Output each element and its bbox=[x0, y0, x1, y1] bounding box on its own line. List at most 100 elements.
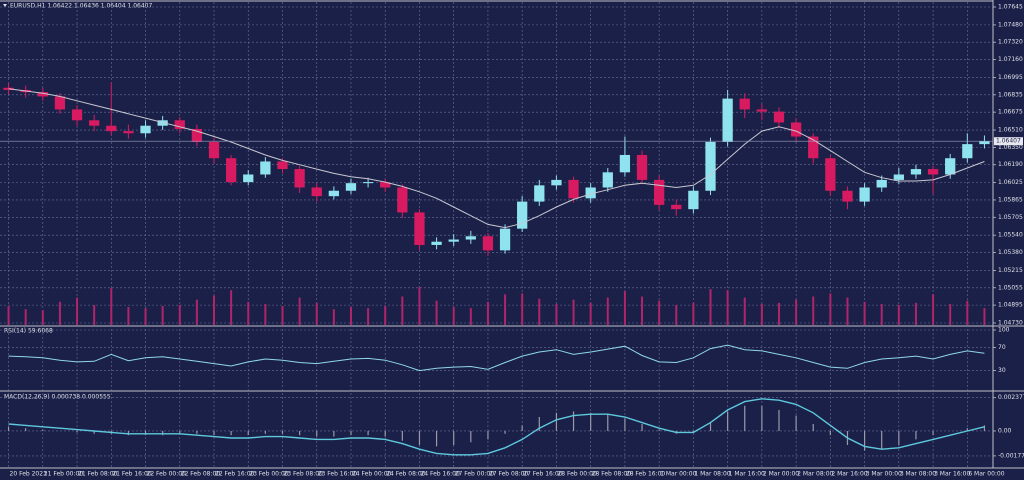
y-tick-label: 100 bbox=[998, 327, 1010, 334]
x-tick-label: 27 Feb 16:00 bbox=[523, 471, 563, 478]
candle-body bbox=[722, 98, 733, 142]
x-tick-label: 23 Feb 16:00 bbox=[318, 471, 358, 478]
x-tick-label: 24 Feb 16:00 bbox=[420, 471, 460, 478]
candle-body bbox=[54, 96, 66, 110]
y-tick-label: 1.06025 bbox=[998, 179, 1023, 186]
y-tick-label: 1.07480 bbox=[998, 21, 1023, 28]
x-tick-label: 28 Feb 00:00 bbox=[557, 471, 597, 478]
y-tick-label: 0.002377 bbox=[998, 394, 1024, 401]
candle-body bbox=[294, 169, 305, 188]
y-tick-label: 1.05540 bbox=[998, 232, 1023, 239]
candle-body bbox=[705, 141, 716, 191]
candle-body bbox=[517, 201, 528, 229]
x-tick-label: 2 Mar 16:00 bbox=[831, 471, 867, 478]
candle-body bbox=[448, 239, 459, 242]
candle-body bbox=[37, 92, 48, 97]
candle-body bbox=[225, 158, 237, 183]
candle-body bbox=[773, 111, 785, 123]
candle-body bbox=[688, 190, 699, 210]
x-tick-label: 6 Mar 00:00 bbox=[968, 471, 1004, 478]
y-tick-label: 1.04895 bbox=[998, 302, 1023, 309]
candle-body bbox=[790, 122, 802, 137]
candle-body bbox=[277, 161, 288, 170]
y-tick-label: 1.05865 bbox=[998, 196, 1023, 203]
candle-body bbox=[191, 128, 203, 142]
candle-body bbox=[328, 190, 339, 197]
candle-body bbox=[431, 241, 442, 245]
y-tick-label: 1.05705 bbox=[998, 214, 1023, 221]
candle-body bbox=[671, 204, 682, 210]
y-tick-label: 0.00 bbox=[998, 427, 1012, 434]
candle-body bbox=[3, 87, 14, 90]
y-tick-label: 30 bbox=[998, 367, 1006, 374]
y-tick-label: 1.06190 bbox=[998, 161, 1023, 168]
candle-body bbox=[534, 185, 545, 202]
x-tick-label: 1 Mar 00:00 bbox=[660, 471, 696, 478]
rsi-label: RSI(14) 59.6068 bbox=[4, 328, 53, 335]
candle-body bbox=[859, 187, 870, 202]
candle-body bbox=[380, 182, 391, 188]
y-tick-label: 1.05215 bbox=[998, 267, 1023, 274]
candle-body bbox=[876, 179, 887, 188]
candle-body bbox=[311, 187, 322, 197]
candle-body bbox=[106, 125, 117, 132]
moving-average bbox=[8, 88, 985, 229]
candle-body bbox=[551, 179, 562, 186]
candle-body bbox=[842, 190, 853, 202]
candle-body bbox=[808, 136, 819, 159]
x-tick-label: 1 Mar 08:00 bbox=[694, 471, 730, 478]
y-tick-label: 1.06835 bbox=[998, 91, 1023, 98]
candle-body bbox=[414, 212, 425, 245]
x-tick-label: 1 Mar 16:00 bbox=[729, 471, 765, 478]
x-tick-label: 24 Feb 00:00 bbox=[352, 471, 392, 478]
current-price-label: 1.06407 bbox=[996, 138, 1021, 145]
candle-body bbox=[825, 158, 836, 191]
candle-body bbox=[910, 169, 922, 175]
x-tick-label: 28 Feb 16:00 bbox=[626, 471, 666, 478]
candle-body bbox=[927, 169, 939, 175]
y-tick-label: 1.05055 bbox=[998, 284, 1023, 291]
header-icon bbox=[3, 4, 7, 7]
candle-body bbox=[739, 98, 750, 110]
y-tick-label: 1.07320 bbox=[998, 39, 1023, 46]
x-tick-label: 23 Feb 00:00 bbox=[249, 471, 289, 478]
x-tick-label: 22 Feb 16:00 bbox=[215, 471, 255, 478]
x-tick-label: 3 Mar 08:00 bbox=[900, 471, 936, 478]
candle-body bbox=[499, 228, 511, 251]
rsi-line bbox=[8, 344, 985, 372]
y-tick-label: 1.06995 bbox=[998, 74, 1023, 81]
current-price-box bbox=[994, 137, 1023, 146]
symbol-header: EURUSD,H1 1.06422 1.06436 1.06404 1.0640… bbox=[10, 3, 152, 10]
y-tick-label: 1.07160 bbox=[998, 56, 1023, 63]
candle-body bbox=[208, 141, 220, 159]
candle-body bbox=[962, 144, 973, 159]
candle-body bbox=[345, 183, 357, 191]
candle-body bbox=[140, 125, 151, 134]
y-tick-label: 1.06675 bbox=[998, 109, 1023, 116]
x-tick-label: 21 Feb 00:00 bbox=[44, 471, 84, 478]
candle-body bbox=[585, 187, 596, 199]
candle-body bbox=[482, 236, 494, 251]
candle-body bbox=[756, 109, 768, 112]
x-tick-label: 24 Feb 08:00 bbox=[386, 471, 426, 478]
y-tick-label: 1.07645 bbox=[998, 4, 1023, 11]
x-tick-label: 21 Feb 08:00 bbox=[78, 471, 118, 478]
candle-body bbox=[602, 172, 613, 188]
candle-body bbox=[568, 179, 579, 199]
y-tick-label: -0.001779 bbox=[998, 452, 1024, 459]
x-tick-label: 22 Feb 00:00 bbox=[147, 471, 187, 478]
x-tick-label: 2 Mar 08:00 bbox=[797, 471, 833, 478]
candle-body bbox=[636, 154, 648, 180]
candle-body bbox=[945, 158, 956, 175]
x-tick-label: 28 Feb 08:00 bbox=[592, 471, 632, 478]
x-tick-label: 20 Feb 2023 bbox=[10, 471, 48, 478]
x-tick-label: 27 Feb 08:00 bbox=[489, 471, 529, 478]
y-tick-label: 1.05380 bbox=[998, 249, 1023, 256]
macd-label: MACD(12,26,9) 0.000738 0.000555 bbox=[4, 394, 111, 401]
x-tick-label: 3 Mar 00:00 bbox=[866, 471, 902, 478]
x-tick-label: 21 Feb 16:00 bbox=[112, 471, 152, 478]
candle-body bbox=[174, 120, 185, 129]
candle-body bbox=[123, 131, 134, 134]
